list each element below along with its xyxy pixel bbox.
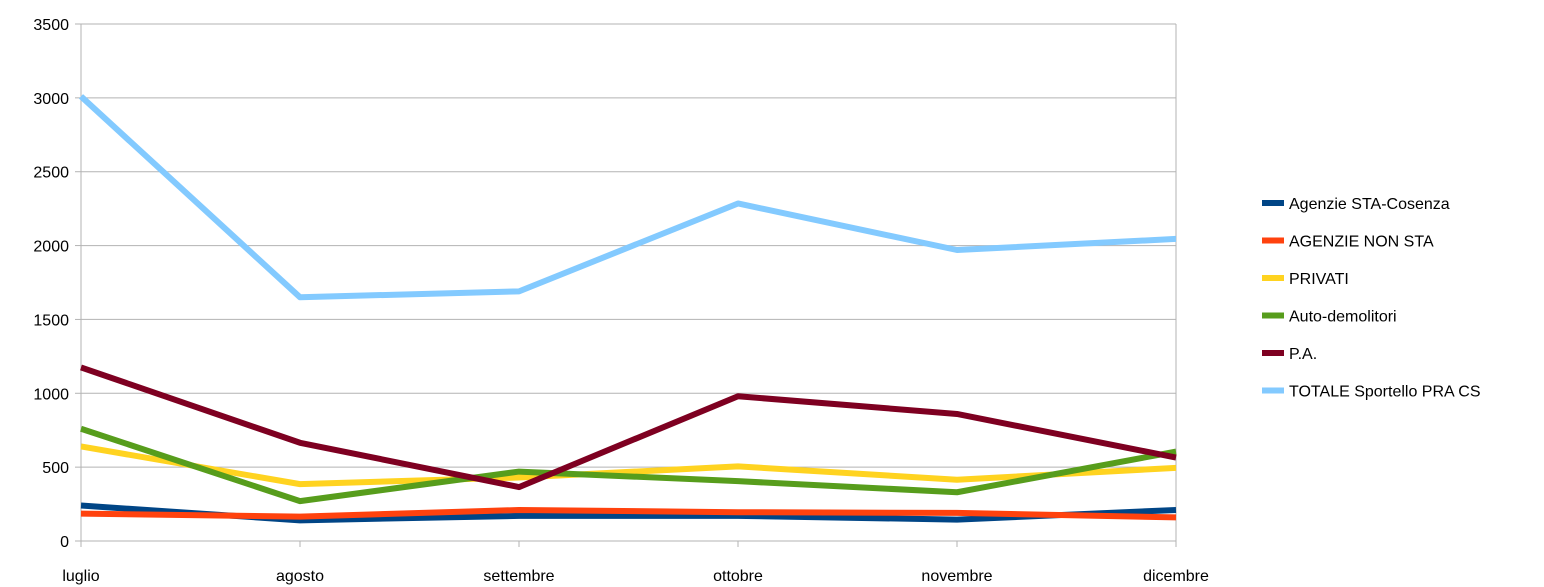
gridlines bbox=[75, 23, 1177, 547]
x-tick-label: ottobre bbox=[713, 568, 763, 585]
legend-label: TOTALE Sportello PRA CS bbox=[1289, 384, 1480, 401]
x-axis-ticks: luglio agosto settembre ottobre novembre dice… bbox=[62, 568, 1209, 585]
x-tick-label: novembre bbox=[921, 568, 992, 585]
y-tick-label: 3000 bbox=[33, 91, 69, 108]
y-axis-ticks: 0 500 1000 1500 2000 2500 3000 3500 bbox=[33, 17, 69, 551]
y-tick-label: 1500 bbox=[33, 312, 69, 329]
series-line-5 bbox=[78, 94, 1177, 301]
x-tick-label: settembre bbox=[483, 568, 554, 585]
series-line-4 bbox=[80, 364, 1177, 491]
y-tick-label: 0 bbox=[60, 534, 69, 551]
legend-swatch bbox=[1262, 200, 1284, 206]
legend-swatch bbox=[1262, 237, 1284, 244]
series-lines bbox=[78, 94, 1177, 524]
legend-swatch bbox=[1262, 275, 1284, 281]
y-tick-label: 1000 bbox=[33, 386, 69, 403]
series-line-3 bbox=[80, 425, 1177, 505]
legend-label: AGENZIE NON STA bbox=[1289, 234, 1434, 251]
y-tick-label: 2000 bbox=[33, 239, 69, 256]
series-line-1 bbox=[80, 506, 1177, 521]
legend-swatch bbox=[1262, 387, 1284, 394]
legend-swatch bbox=[1262, 312, 1284, 319]
legend: Agenzie STA-Cosenza AGENZIE NON STA PRIVAT… bbox=[1262, 196, 1480, 401]
legend-label: P.A. bbox=[1289, 346, 1317, 363]
legend-swatch bbox=[1262, 350, 1284, 356]
legend-label: Agenzie STA-Cosenza bbox=[1289, 196, 1450, 213]
y-tick-label: 3500 bbox=[33, 17, 69, 34]
legend-label: Auto-demolitori bbox=[1289, 309, 1397, 326]
x-tick-label: agosto bbox=[276, 568, 324, 585]
y-tick-label: 500 bbox=[42, 460, 69, 477]
x-tick-label: dicembre bbox=[1143, 568, 1209, 585]
x-tick-label: luglio bbox=[62, 568, 99, 585]
y-tick-label: 2500 bbox=[33, 165, 69, 182]
series-line-2 bbox=[80, 443, 1177, 488]
legend-label: PRIVATI bbox=[1289, 271, 1349, 288]
